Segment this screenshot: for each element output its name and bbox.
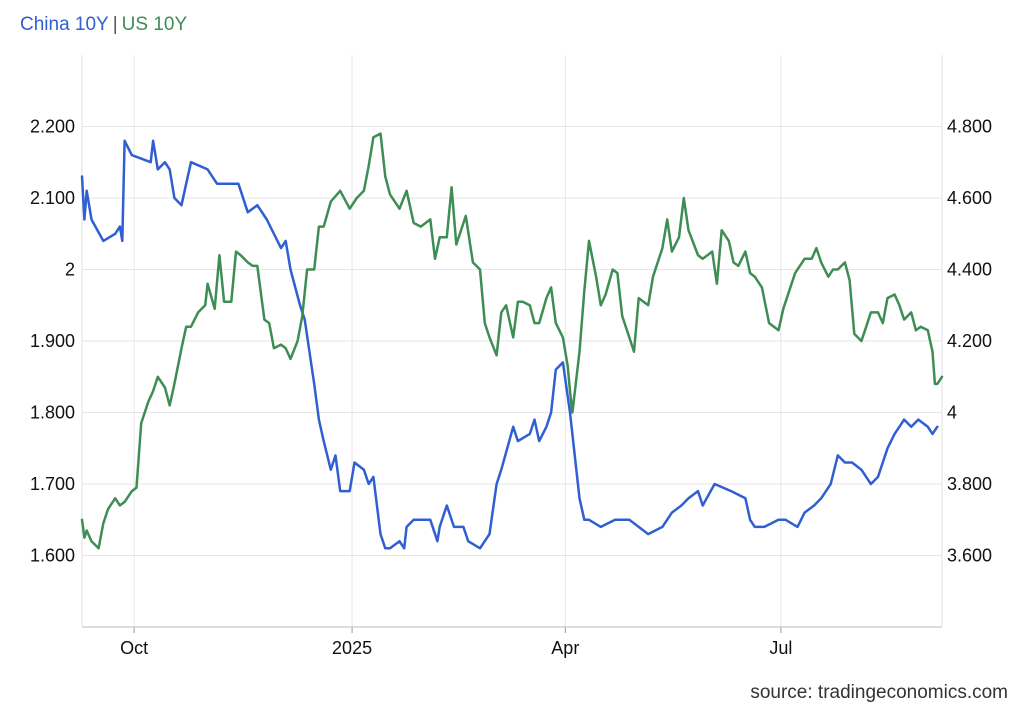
y-right-tick-label: 3.600	[947, 546, 992, 566]
y-right-tick-label: 4.600	[947, 188, 992, 208]
chart-legend: China 10Y | US 10Y	[20, 14, 187, 36]
y-left-tick-label: 2.100	[30, 188, 75, 208]
y-right-tick-label: 4	[947, 403, 957, 423]
grid-lines	[82, 55, 942, 627]
x-tick-label: Oct	[120, 638, 148, 658]
tick-labels: 1.600 1.700 1.800 1.900 2 2.100 2.200 3.600 3.80…	[30, 117, 992, 659]
series-line-china-10y[interactable]	[80, 139, 939, 550]
y-right-tick-label: 4.800	[947, 117, 992, 137]
legend-china-10y[interactable]: China 10Y	[20, 14, 109, 35]
axes	[81, 55, 943, 633]
legend-separator: |	[112, 14, 118, 35]
x-tick-label: 2025	[332, 638, 372, 658]
y-left-tick-label: 1.800	[30, 403, 75, 423]
series-lines	[80, 132, 944, 550]
y-left-tick-label: 2	[65, 260, 75, 280]
y-left-tick-label: 1.600	[30, 546, 75, 566]
y-left-tick-label: 2.200	[30, 117, 75, 137]
source-note[interactable]: source: tradingeconomics.com	[750, 682, 1008, 703]
x-tick-label: Apr	[551, 638, 579, 658]
y-right-tick-label: 3.800	[947, 474, 992, 494]
y-left-tick-label: 1.700	[30, 474, 75, 494]
legend-us-10y[interactable]: US 10Y	[121, 14, 188, 35]
y-left-tick-label: 1.900	[30, 331, 75, 351]
x-tick-label: Jul	[769, 638, 792, 658]
series-line-us-10y[interactable]	[80, 132, 944, 550]
y-right-tick-label: 4.200	[947, 331, 992, 351]
y-right-tick-label: 4.400	[947, 260, 992, 280]
